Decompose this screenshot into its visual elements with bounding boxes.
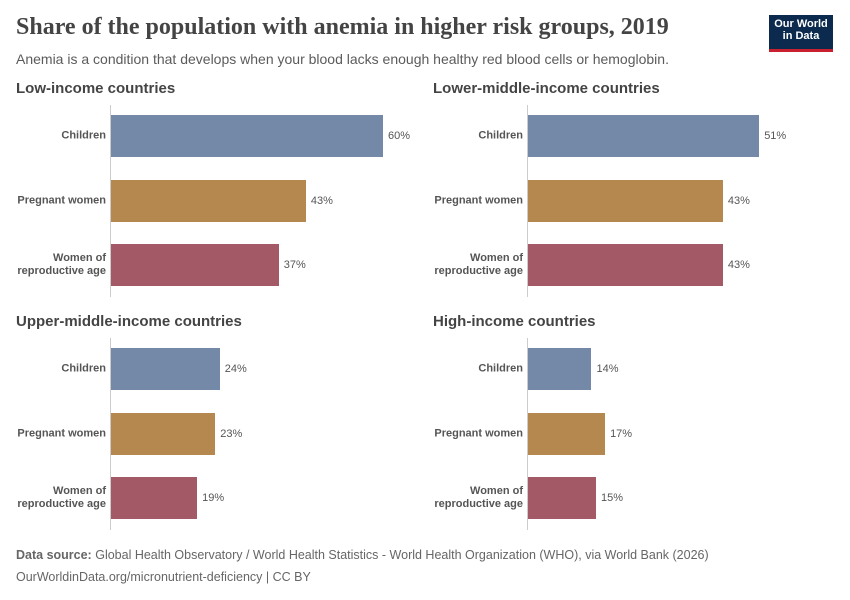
category-label: Women of reproductive age <box>434 485 523 510</box>
category-label: Women of reproductive age <box>17 252 106 277</box>
source: Data source: Global Health Observatory /… <box>16 548 709 562</box>
value-label: 23% <box>220 427 243 440</box>
value-label: 43% <box>310 194 333 207</box>
logo[interactable]: Our World in Data <box>769 15 833 52</box>
value-label: 37% <box>283 259 306 271</box>
category-label: Children <box>61 129 106 142</box>
category-label: Women of reproductive age <box>17 485 106 510</box>
bar <box>528 348 592 390</box>
value-label: 17% <box>610 427 633 440</box>
panel-title: Upper-middle-income countries <box>16 313 242 330</box>
value-label: 19% <box>202 492 225 504</box>
subtitle: Anemia is a condition that develops when… <box>16 51 669 67</box>
axis-line <box>527 105 528 297</box>
panel-title: High-income countries <box>433 313 596 330</box>
value-label: 15% <box>601 492 624 504</box>
chart-title: Share of the population with anemia in h… <box>16 14 669 40</box>
category-label: Pregnant women <box>17 427 106 439</box>
panel-title: Lower-middle-income countries <box>433 80 660 97</box>
bar <box>111 477 198 519</box>
value-label: 24% <box>224 363 247 375</box>
bar <box>528 179 723 222</box>
panel-title: Low-income countries <box>16 80 176 97</box>
category-label: Children <box>478 362 523 375</box>
value-label: 43% <box>727 259 750 271</box>
category-label: Women of reproductive age <box>434 252 523 277</box>
axis-line <box>110 105 111 297</box>
value-label: 51% <box>764 130 787 142</box>
value-label: 43% <box>727 194 750 207</box>
category-label: Pregnant women <box>17 194 106 206</box>
category-label: Pregnant women <box>434 427 523 439</box>
source-text: Global Health Observatory / World Health… <box>95 548 709 562</box>
bar <box>528 244 723 286</box>
bar <box>528 115 760 157</box>
bar <box>528 477 596 519</box>
category-label: Pregnant women <box>434 194 523 206</box>
axis-line <box>110 338 111 530</box>
bar <box>111 348 220 390</box>
value-label: 14% <box>596 363 619 375</box>
category-label: Children <box>61 362 106 375</box>
category-label: Children <box>478 129 523 142</box>
bar <box>111 179 306 222</box>
url-line[interactable]: OurWorldinData.org/micronutrient-deficie… <box>16 570 311 584</box>
bar <box>111 115 383 157</box>
bar <box>111 412 216 455</box>
axis-line <box>527 338 528 530</box>
bar <box>111 244 279 286</box>
value-label: 60% <box>388 130 411 142</box>
source-label: Data source: <box>16 548 92 562</box>
bar <box>528 412 606 455</box>
